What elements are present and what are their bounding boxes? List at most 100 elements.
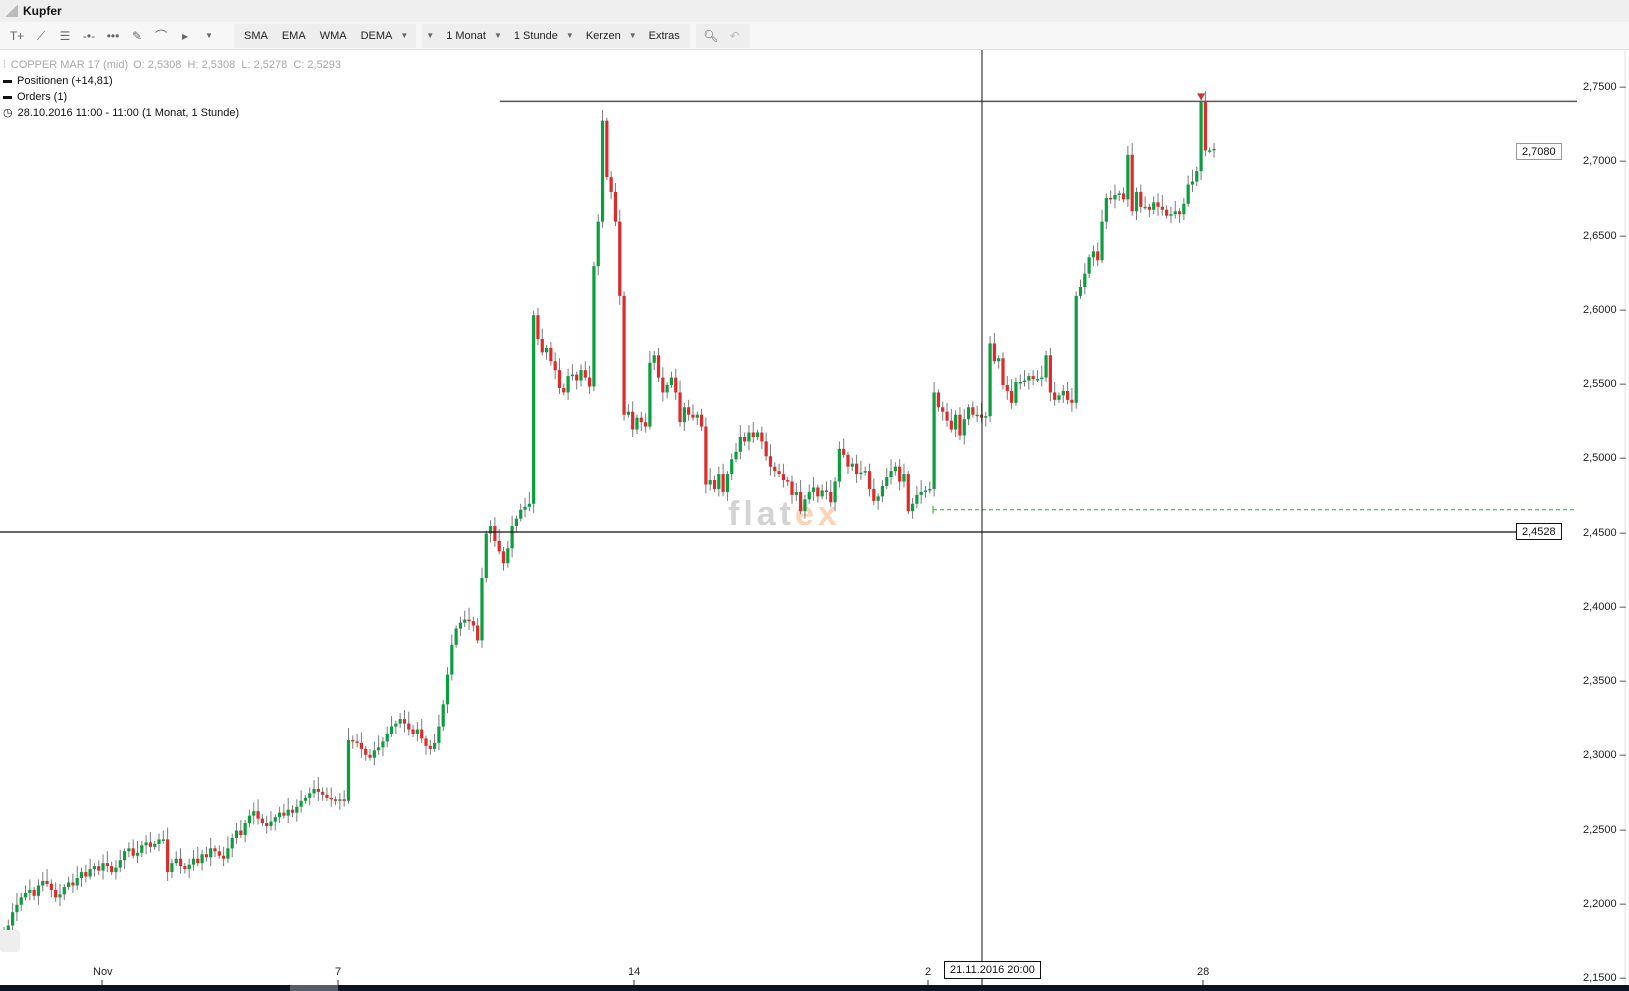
arc-icon[interactable]: ⌒ bbox=[154, 28, 167, 43]
candle-body bbox=[949, 420, 953, 430]
candle-body bbox=[71, 882, 75, 886]
fibonacci-tool-icon[interactable]: ☰ bbox=[59, 28, 71, 43]
candle-body bbox=[381, 741, 385, 748]
dema-button[interactable]: DEMA bbox=[360, 29, 393, 42]
candle-body bbox=[1173, 211, 1177, 215]
candle-body bbox=[114, 867, 118, 873]
candle-body bbox=[618, 221, 622, 296]
candle-body bbox=[824, 490, 829, 492]
candle-body bbox=[290, 809, 295, 813]
candle-body bbox=[1044, 355, 1048, 378]
candle-body bbox=[954, 414, 958, 430]
candle-body bbox=[1182, 203, 1186, 215]
candle-body bbox=[36, 885, 41, 896]
chart-type-dropdown[interactable]: Kerzen bbox=[585, 29, 621, 42]
candle-body bbox=[131, 848, 135, 856]
ema-button[interactable]: EMA bbox=[281, 29, 306, 42]
candle-body bbox=[966, 407, 971, 420]
positions-label[interactable]: Positionen (+14,81) bbox=[17, 75, 113, 87]
candle-body bbox=[842, 448, 846, 455]
scrollbar-thumb[interactable] bbox=[290, 985, 338, 991]
chart-type-caret-icon: ▼ bbox=[565, 31, 574, 40]
candle-body bbox=[488, 526, 493, 534]
candle-body bbox=[359, 742, 364, 749]
indicator-more-caret-icon[interactable]: ▼ bbox=[400, 31, 409, 40]
candle-body bbox=[850, 463, 854, 467]
candle-body bbox=[84, 872, 88, 877]
candle-body bbox=[23, 892, 28, 898]
candle-body bbox=[777, 471, 781, 475]
candle-body bbox=[669, 377, 674, 385]
candle-body bbox=[433, 742, 437, 749]
wma-button[interactable]: WMA bbox=[319, 29, 347, 42]
candle-body bbox=[1165, 209, 1169, 216]
dotted-line-icon[interactable]: ••• bbox=[106, 28, 120, 43]
candle-body bbox=[428, 745, 432, 749]
instrument-name: COPPER MAR 17 (mid) bbox=[10, 59, 129, 71]
candle-body bbox=[635, 417, 639, 430]
candle-body bbox=[122, 851, 127, 861]
candle-body bbox=[196, 858, 200, 864]
candle-body bbox=[1152, 202, 1156, 210]
candle-body bbox=[170, 863, 174, 873]
candle-body bbox=[110, 866, 114, 873]
candle-body bbox=[730, 459, 734, 475]
candle-body bbox=[984, 416, 988, 418]
candle-body bbox=[527, 503, 531, 507]
interval-caret-icon: ▼ bbox=[493, 31, 502, 40]
candle-body bbox=[519, 509, 523, 519]
candle-body bbox=[1027, 376, 1031, 381]
candle-body bbox=[325, 794, 329, 798]
candle-body bbox=[786, 480, 790, 482]
drawing-more-caret-icon[interactable]: ▼ bbox=[205, 30, 213, 40]
candle-body bbox=[437, 726, 441, 743]
candle-body bbox=[1005, 385, 1009, 391]
candle-body bbox=[751, 432, 755, 437]
undo-icon[interactable]: ↶ bbox=[729, 28, 740, 43]
timeline-scrollbar[interactable] bbox=[0, 985, 1629, 991]
candle-body bbox=[346, 739, 351, 801]
pencil-icon[interactable]: ✎ bbox=[131, 28, 143, 43]
candle-body bbox=[377, 747, 381, 751]
candle-body bbox=[329, 797, 333, 800]
zoom-icon[interactable]: 🔍︎ bbox=[703, 28, 719, 43]
candle-body bbox=[1143, 206, 1147, 209]
candle-body bbox=[321, 791, 325, 795]
candle-body bbox=[898, 466, 902, 482]
candle-body bbox=[1065, 390, 1070, 400]
zoom-group: 🔍︎ ↶ bbox=[695, 23, 750, 48]
candle-body bbox=[166, 839, 170, 873]
candle-body bbox=[631, 411, 635, 430]
scroll-handle[interactable] bbox=[0, 930, 20, 952]
candle-body bbox=[407, 723, 411, 730]
line-tool-icon[interactable]: ⟋ bbox=[36, 28, 46, 43]
candle-body bbox=[975, 414, 979, 417]
x-tick-label: 14 bbox=[628, 966, 641, 978]
candle-body bbox=[144, 842, 148, 846]
text-tool-icon[interactable]: T+ bbox=[9, 28, 25, 43]
arrow-icon[interactable]: ▸ bbox=[181, 28, 189, 43]
candlestick-chart[interactable] bbox=[0, 50, 1629, 985]
candle-body bbox=[712, 480, 717, 489]
candle-body bbox=[979, 414, 984, 418]
candle-body bbox=[230, 837, 234, 849]
candle-body bbox=[402, 719, 407, 724]
candle-body bbox=[441, 704, 445, 727]
x-tick-label: 28 bbox=[1197, 966, 1210, 978]
sma-button[interactable]: SMA bbox=[244, 29, 268, 42]
candle-body bbox=[549, 347, 553, 362]
candle-body bbox=[592, 266, 596, 387]
candle-body bbox=[222, 855, 226, 859]
candle-body bbox=[639, 417, 643, 423]
candle-body bbox=[62, 886, 66, 895]
extras-dropdown[interactable]: Extras bbox=[648, 29, 680, 42]
orders-label[interactable]: Orders (1) bbox=[17, 91, 68, 103]
period-dropdown[interactable]: 1 Monat bbox=[446, 29, 486, 42]
candle-body bbox=[269, 821, 273, 827]
candle-body bbox=[1048, 355, 1052, 393]
interval-dropdown[interactable]: 1 Stunde bbox=[513, 29, 558, 42]
candle-body bbox=[49, 883, 53, 890]
candle-body bbox=[351, 739, 355, 742]
candle-body bbox=[1126, 154, 1130, 200]
horizontal-line-icon[interactable]: -•- bbox=[82, 28, 96, 43]
